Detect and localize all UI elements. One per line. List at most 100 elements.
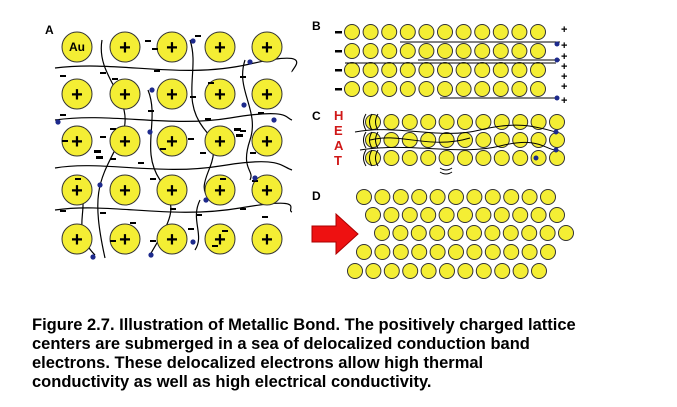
panel-a-lattice: Au + + + + + + + + + + + + + + + + + + + + + + + + bbox=[54, 31, 298, 260]
ion-plus-sign: + bbox=[261, 84, 273, 106]
ion-core bbox=[438, 207, 455, 223]
electron-dot bbox=[554, 57, 560, 63]
ion-plus-sign: + bbox=[166, 84, 178, 106]
ion-core bbox=[429, 225, 446, 241]
electron-minus bbox=[200, 152, 206, 154]
ion-core bbox=[420, 207, 437, 223]
positive-terminal: + bbox=[561, 81, 567, 93]
electron-path bbox=[54, 161, 293, 171]
ion-core bbox=[399, 81, 416, 97]
ion-core bbox=[420, 150, 437, 166]
ion-core bbox=[344, 81, 360, 97]
vibration-arc bbox=[369, 113, 373, 131]
ion-core bbox=[466, 225, 482, 241]
vibration-arc bbox=[375, 113, 379, 131]
ion-core bbox=[438, 150, 455, 166]
electron-dot bbox=[97, 182, 103, 188]
caption-line: centers are submerged in a sea of deloca… bbox=[32, 335, 530, 353]
ion-core bbox=[474, 62, 491, 78]
ion-plus-sign: + bbox=[214, 180, 226, 202]
ion-core bbox=[410, 225, 427, 241]
ion-core bbox=[420, 263, 437, 279]
panel-d-lattice bbox=[311, 189, 574, 279]
electron-minus bbox=[196, 214, 202, 216]
ion-plus-sign: + bbox=[71, 84, 83, 106]
ion-core bbox=[365, 132, 381, 148]
vibration-arc bbox=[369, 131, 373, 149]
ion-core bbox=[365, 263, 382, 279]
ion-plus-sign: + bbox=[71, 131, 83, 153]
electron-path bbox=[439, 167, 453, 171]
ion-core bbox=[374, 225, 390, 241]
ion-core bbox=[455, 62, 472, 78]
ion-core bbox=[204, 31, 236, 63]
ion-core bbox=[383, 207, 400, 223]
electron-minus bbox=[170, 208, 176, 210]
ion-core bbox=[109, 174, 141, 206]
ion-core bbox=[530, 62, 546, 78]
electron-dot bbox=[190, 38, 196, 44]
negative-terminal bbox=[335, 50, 342, 53]
ion-plus-sign: + bbox=[71, 180, 83, 202]
electron-minus bbox=[145, 40, 151, 42]
ion-core bbox=[156, 174, 188, 206]
electron-path bbox=[439, 171, 453, 175]
panel-b-lattice: +++++++ bbox=[335, 24, 567, 107]
ion-core bbox=[374, 244, 391, 260]
ion-core bbox=[204, 125, 236, 157]
ion-core bbox=[502, 225, 519, 241]
ion-core bbox=[418, 43, 435, 59]
electron-minus bbox=[262, 216, 268, 218]
ion-core bbox=[492, 43, 509, 59]
ion-core bbox=[521, 225, 538, 241]
ion-core bbox=[549, 132, 565, 148]
heat-letter: E bbox=[334, 123, 343, 138]
ion-core bbox=[418, 62, 435, 78]
heat-letter: A bbox=[334, 138, 344, 153]
ion-core bbox=[511, 24, 528, 40]
ion-core bbox=[475, 132, 492, 148]
ion-core bbox=[399, 62, 416, 78]
ion-core bbox=[539, 225, 556, 241]
ion-core bbox=[439, 263, 455, 279]
ion-plus-sign: + bbox=[214, 131, 226, 153]
electron-minus bbox=[112, 78, 118, 80]
ion-core bbox=[511, 81, 528, 97]
ion-plus-sign: + bbox=[119, 131, 131, 153]
electron-dot bbox=[247, 59, 253, 65]
electron-path bbox=[54, 57, 298, 73]
ion-core bbox=[512, 132, 529, 148]
electron-dot bbox=[147, 129, 153, 135]
ion-core bbox=[484, 189, 501, 205]
positive-terminal: + bbox=[561, 71, 567, 83]
negative-terminal bbox=[335, 88, 342, 91]
ion-core bbox=[411, 189, 428, 205]
ion-core bbox=[429, 244, 446, 260]
negative-terminal bbox=[335, 69, 342, 72]
ion-core bbox=[466, 244, 483, 260]
vibration-arc bbox=[363, 113, 367, 131]
ion-core bbox=[61, 174, 93, 206]
ion-plus-sign: + bbox=[166, 180, 178, 202]
figure-caption: Figure 2.7. Illustration of Metallic Bon… bbox=[32, 316, 672, 392]
electron-minus bbox=[234, 128, 241, 131]
red-arrow-icon bbox=[311, 212, 359, 256]
ion-core bbox=[493, 132, 510, 148]
ion-core bbox=[392, 225, 409, 241]
positive-terminal: + bbox=[561, 24, 567, 36]
electron-minus bbox=[96, 156, 103, 159]
ion-core bbox=[474, 24, 491, 40]
electron-minus bbox=[60, 114, 66, 116]
electron-minus bbox=[250, 152, 256, 154]
electron-dot bbox=[148, 252, 154, 258]
ion-core bbox=[356, 189, 372, 205]
ion-core bbox=[109, 125, 141, 157]
ion-core bbox=[392, 244, 409, 260]
electron-minus bbox=[100, 212, 106, 214]
ion-core bbox=[251, 78, 283, 110]
ion-core bbox=[511, 62, 528, 78]
electron-minus bbox=[138, 162, 144, 164]
ion-core bbox=[493, 150, 510, 166]
ion-core bbox=[512, 263, 529, 279]
ion-core bbox=[512, 150, 529, 166]
